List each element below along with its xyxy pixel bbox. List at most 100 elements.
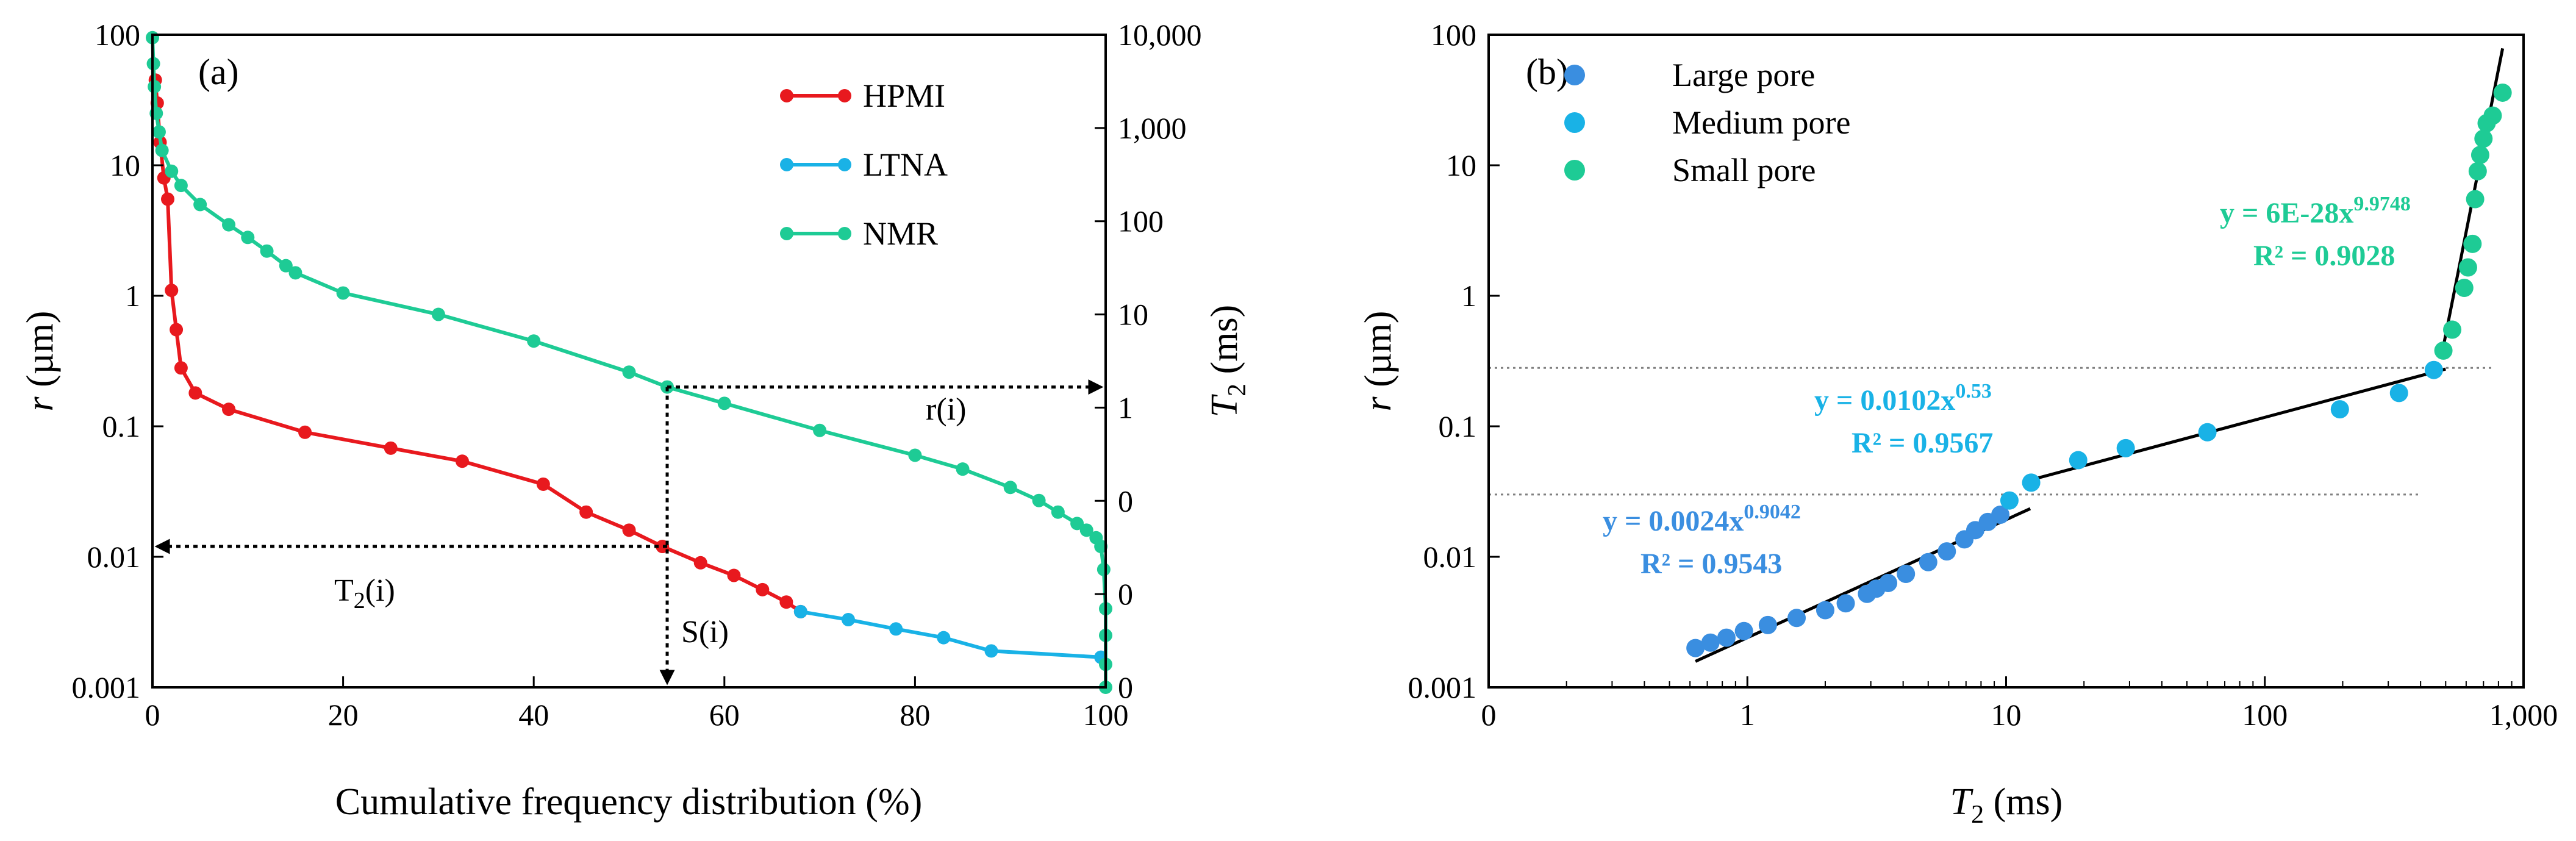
- large-pore-point: [1686, 639, 1705, 657]
- nmr-point: [1032, 493, 1046, 507]
- nmr-point: [222, 218, 236, 232]
- legend-hpmi-marker: [780, 89, 793, 102]
- hpmi-point: [165, 284, 179, 298]
- large-pore-point: [1937, 542, 1956, 561]
- s-annotation: S(i): [681, 615, 729, 650]
- a-ytick-label: 0.01: [87, 540, 141, 574]
- large-pore-point: [1701, 633, 1720, 652]
- hpmi-point: [756, 582, 770, 596]
- fit-small-label: y = 6E-28x9.9748 R² = 0.9028: [2220, 193, 2411, 272]
- legend-medium-label: Medium pore: [1672, 104, 1850, 141]
- fit-medium-eq: y = 0.0102x: [1814, 384, 1955, 417]
- hpmi-point: [727, 568, 741, 582]
- a-ytick-label: 1: [125, 279, 140, 313]
- large-pore-point: [1816, 601, 1834, 620]
- nmr-point: [1079, 523, 1093, 537]
- large-pore-point: [1717, 628, 1736, 647]
- fit-small-r2: R² = 0.9028: [2253, 240, 2395, 272]
- large-pore-point: [1787, 609, 1806, 628]
- b-xtick-label: 100: [2242, 698, 2288, 732]
- medium-pore-point: [2069, 451, 2088, 470]
- panel-a-label: (a): [198, 52, 239, 92]
- medium-pore-point: [2424, 360, 2443, 379]
- ltna-point: [889, 622, 903, 636]
- a-ytick-label: 100: [95, 18, 140, 52]
- small-pore-point: [2443, 320, 2462, 339]
- hpmi-point: [779, 595, 793, 609]
- b-ytick-label: 10: [1446, 148, 1476, 182]
- nmr-point: [1097, 562, 1111, 576]
- nmr-point: [193, 198, 207, 212]
- large-pore-point: [1836, 594, 1855, 613]
- nmr-point: [1003, 481, 1017, 495]
- small-pore-point: [2474, 129, 2493, 148]
- nmr-point: [165, 164, 179, 178]
- ltna-point: [841, 613, 855, 627]
- nmr-point: [956, 462, 970, 476]
- legend-nmr-marker: [838, 227, 851, 240]
- legend-ltna-marker: [780, 158, 793, 171]
- medium-pore-point: [2330, 400, 2349, 419]
- panel-b-ylabel: r (µm): [1358, 311, 1399, 412]
- medium-pore-point: [2389, 384, 2408, 403]
- large-pore-point: [1734, 621, 1753, 640]
- t2-annotation-rest: (i): [365, 573, 395, 608]
- panel-a-legend: HPMI LTNA NMR: [780, 77, 948, 252]
- nmr-point: [622, 365, 636, 379]
- b-ytick-label: 0.01: [1423, 540, 1477, 574]
- a-y2tick-label: 10,000: [1118, 18, 1202, 52]
- medium-pore-point: [2116, 438, 2135, 457]
- hpmi-point: [222, 403, 236, 417]
- hpmi-line: [153, 79, 802, 614]
- panel-a-y2label: T2 (ms): [1204, 305, 1251, 418]
- legend-hpmi-marker: [838, 89, 851, 102]
- legend-large-marker: [1564, 65, 1585, 85]
- small-pore-point: [2434, 341, 2453, 360]
- legend-ltna-label: LTNA: [863, 146, 948, 183]
- nmr-point: [279, 259, 293, 273]
- nmr-point: [336, 286, 350, 300]
- nmr-point: [908, 448, 922, 462]
- large-pore-point: [1897, 564, 1916, 583]
- legend-medium-marker: [1564, 112, 1585, 133]
- a-xtick-label: 100: [1083, 698, 1129, 732]
- nmr-point: [527, 334, 541, 348]
- fit-medium-exp: 0.53: [1955, 380, 1992, 403]
- nmr-point: [155, 143, 169, 157]
- fit-large-r2: R² = 0.9543: [1640, 548, 1782, 580]
- a-y2tick-label: 1,000: [1118, 111, 1187, 145]
- nmr-point: [174, 179, 188, 193]
- a-xtick-label: 40: [518, 698, 549, 732]
- nmr-point: [1051, 505, 1065, 519]
- hpmi-point: [693, 556, 707, 570]
- small-pore-point: [2470, 146, 2489, 165]
- legend-nmr-label: NMR: [863, 215, 938, 252]
- a-ytick-label: 0.001: [72, 670, 141, 704]
- fit-large-exp: 0.9042: [1744, 501, 1801, 523]
- fit-medium-label: y = 0.0102x0.53 R² = 0.9567: [1814, 380, 1993, 459]
- b-xtick-label: 1,000: [2489, 698, 2558, 732]
- small-pore-point: [2468, 162, 2487, 181]
- a-y2tick-label: 1: [1118, 390, 1133, 424]
- ltna-point: [984, 644, 998, 658]
- t2-annotation-sub: 2: [354, 588, 365, 614]
- large-pore-point: [1919, 553, 1937, 571]
- small-pore-point: [2458, 258, 2477, 277]
- a-y2tick-label: 0: [1118, 670, 1133, 704]
- b-ytick-label: 100: [1431, 18, 1476, 52]
- a-xtick-label: 80: [900, 698, 930, 732]
- ltna-point: [793, 604, 807, 618]
- a-xtick-label: 0: [145, 698, 160, 732]
- nmr-point: [260, 244, 274, 258]
- hpmi-point: [298, 425, 312, 439]
- r-annotation: r(i): [926, 392, 966, 427]
- svg-text:y = 0.0024x0.9042: y = 0.0024x0.9042: [1603, 501, 1801, 537]
- b-xtick-label: 1: [1740, 698, 1755, 732]
- a-y2tick-label: 100: [1118, 204, 1164, 238]
- hpmi-point: [384, 441, 398, 455]
- b-xtick-label: 10: [1991, 698, 2022, 732]
- nmr-point: [717, 396, 731, 410]
- nmr-point: [1094, 540, 1108, 554]
- fit-small-eq: y = 6E-28x: [2220, 197, 2353, 229]
